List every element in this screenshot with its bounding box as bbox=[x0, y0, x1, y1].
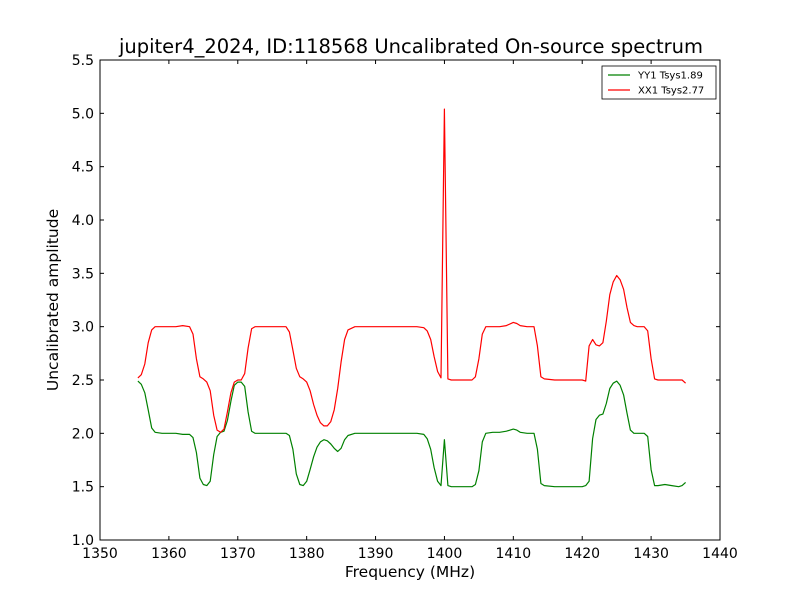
legend-label-0: YY1 Tsys1.89 bbox=[637, 71, 703, 82]
series-line-1 bbox=[137, 108, 687, 433]
x-tick-label: 1420 bbox=[564, 546, 600, 562]
x-tick-label: 1440 bbox=[702, 546, 738, 562]
y-tick-label: 1.0 bbox=[72, 533, 94, 549]
legend-label-1: XX1 Tsys2.77 bbox=[638, 86, 704, 97]
y-tick-label: 3.5 bbox=[72, 266, 94, 282]
y-tick-label: 5.5 bbox=[72, 53, 94, 69]
chart-title: jupiter4_2024, ID:118568 Uncalibrated On… bbox=[118, 35, 703, 58]
x-axis-label: Frequency (MHz) bbox=[345, 563, 475, 581]
x-tick-label: 1400 bbox=[427, 546, 463, 562]
y-axis-label: Uncalibrated amplitude bbox=[44, 209, 62, 391]
x-tick-label: 1360 bbox=[151, 546, 187, 562]
y-tick-label: 4.5 bbox=[72, 160, 94, 176]
x-tick-label: 1430 bbox=[633, 546, 669, 562]
x-tick-label: 1390 bbox=[358, 546, 394, 562]
y-tick-label: 1.5 bbox=[72, 480, 94, 496]
y-tick-label: 2.5 bbox=[72, 373, 94, 389]
x-tick-label: 1370 bbox=[220, 546, 256, 562]
legend-box bbox=[601, 65, 717, 100]
y-tick-label: 3.0 bbox=[72, 320, 94, 336]
series-line-0 bbox=[137, 380, 687, 488]
x-tick-label: 1380 bbox=[289, 546, 325, 562]
plot-frame bbox=[99, 59, 721, 541]
plot-area: 1350 1360 1370 1380 1390 1400 1410 1420 1430 1440… bbox=[72, 53, 738, 562]
x-tick-label: 1410 bbox=[496, 546, 532, 562]
y-tick-label: 4.0 bbox=[72, 213, 94, 229]
y-tick-label: 5.0 bbox=[72, 106, 94, 122]
x-tick-label: 1350 bbox=[82, 546, 118, 562]
y-tick-label: 2.0 bbox=[72, 426, 94, 442]
